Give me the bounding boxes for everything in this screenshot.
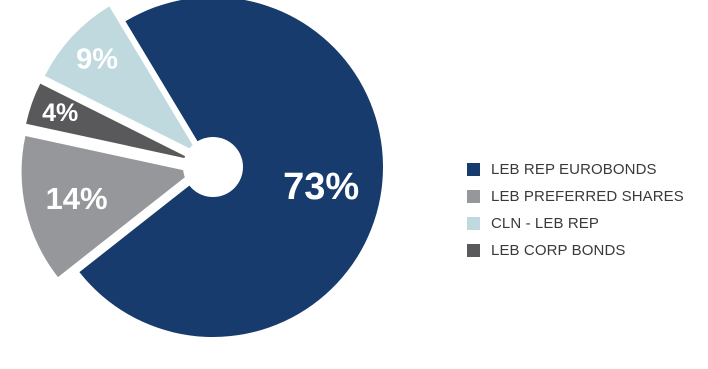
slice-value-label: 73% [283, 166, 359, 208]
legend-label: CLN - LEB REP [491, 215, 599, 232]
legend-label: LEB CORP BONDS [491, 242, 626, 259]
slice-value-label: 14% [46, 181, 108, 216]
legend-item-leb-rep-eurobonds: LEB REP EUROBONDS [467, 156, 684, 183]
legend-item-cln-leb-rep: CLN - LEB REP [467, 210, 684, 237]
legend-label: LEB REP EUROBONDS [491, 161, 657, 178]
legend-swatch [467, 217, 480, 230]
pie-slice-leb-corp-bonds [26, 83, 193, 160]
pie-center-hole [183, 137, 243, 197]
legend-swatch [467, 190, 480, 203]
legend-item-leb-corp-bonds: LEB CORP BONDS [467, 237, 684, 264]
slice-value-label: 9% [76, 44, 118, 76]
legend-swatch [467, 163, 480, 176]
slice-value-label: 4% [42, 99, 78, 127]
pie-slice-leb-preferred-shares [21, 136, 192, 278]
legend-item-leb-preferred-shares: LEB PREFERRED SHARES [467, 183, 684, 210]
pie-slice-cln-leb-rep [44, 6, 197, 153]
legend-swatch [467, 244, 480, 257]
legend: LEB REP EUROBONDS LEB PREFERRED SHARES C… [467, 156, 684, 264]
legend-label: LEB PREFERRED SHARES [491, 188, 684, 205]
